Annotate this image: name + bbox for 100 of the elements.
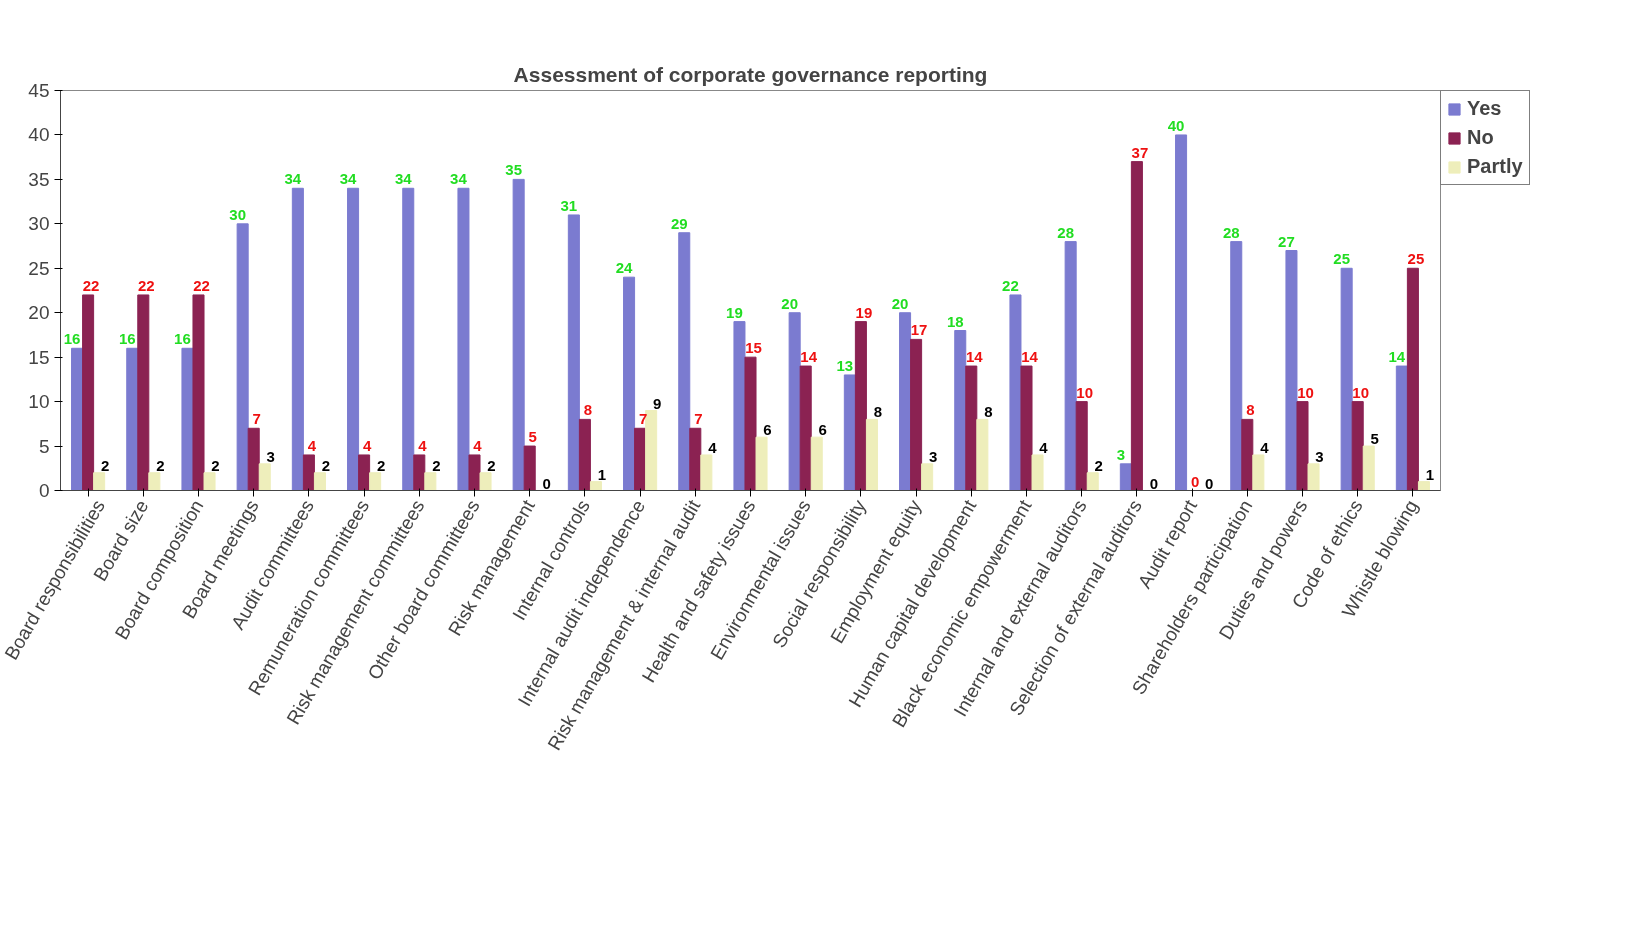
bar xyxy=(1230,241,1243,491)
bar xyxy=(1340,267,1353,491)
legend-label: Yes xyxy=(1467,97,1503,120)
bar xyxy=(523,445,536,491)
data-label: 1 xyxy=(597,465,607,483)
data-label: 10 xyxy=(1076,383,1094,401)
data-label: 14 xyxy=(965,348,984,366)
bar xyxy=(976,418,989,491)
y-tick-label: 25 xyxy=(28,257,50,279)
bar xyxy=(1307,463,1320,491)
bar xyxy=(1406,267,1419,491)
bar xyxy=(1351,401,1364,491)
bar xyxy=(1417,481,1430,491)
bar xyxy=(236,223,249,491)
data-label: 10 xyxy=(1297,383,1314,401)
data-label: 28 xyxy=(1057,223,1075,241)
data-label: 34 xyxy=(284,170,302,188)
data-label: 3 xyxy=(266,447,275,465)
data-label: 14 xyxy=(1388,348,1406,366)
bar xyxy=(899,312,912,491)
data-label: 8 xyxy=(984,403,993,421)
bar xyxy=(402,187,415,491)
bar xyxy=(1020,365,1033,491)
data-label: 30 xyxy=(229,205,247,223)
bar xyxy=(181,347,194,491)
data-label: 24 xyxy=(615,259,634,277)
data-label: 27 xyxy=(1278,232,1295,250)
bar xyxy=(1395,365,1408,491)
data-label: 3 xyxy=(1315,447,1324,465)
data-label: 2 xyxy=(487,456,496,474)
bar xyxy=(1009,294,1022,491)
data-label: 2 xyxy=(432,456,441,474)
data-label: 0 xyxy=(1204,474,1214,492)
data-label: 2 xyxy=(100,456,110,474)
data-label: 2 xyxy=(321,456,331,474)
bar xyxy=(799,365,812,491)
bar xyxy=(788,312,801,491)
bar xyxy=(700,454,713,491)
data-label: 5 xyxy=(1370,430,1379,448)
bar xyxy=(645,410,658,491)
data-label: 0 xyxy=(542,474,551,492)
data-label: 9 xyxy=(652,394,662,412)
data-label: 3 xyxy=(1116,445,1126,463)
data-label: 16 xyxy=(118,330,136,348)
data-label: 6 xyxy=(818,421,827,439)
data-label: 19 xyxy=(855,303,873,321)
data-label: 2 xyxy=(211,456,220,474)
data-label: 14 xyxy=(800,348,818,366)
data-label: 7 xyxy=(638,410,648,428)
bar xyxy=(865,418,878,491)
bar xyxy=(413,454,426,491)
bar xyxy=(843,374,856,491)
data-label: 34 xyxy=(339,170,358,188)
data-label: 2 xyxy=(1094,456,1103,474)
bar xyxy=(479,472,492,491)
bar xyxy=(744,356,757,491)
bar xyxy=(954,330,967,491)
bar xyxy=(634,427,647,491)
legend-label: Partly xyxy=(1467,155,1523,178)
data-label: 22 xyxy=(137,276,155,294)
y-tick-label: 20 xyxy=(28,302,50,324)
data-label: 3 xyxy=(928,447,938,465)
bar xyxy=(258,463,271,491)
bar xyxy=(623,276,636,491)
bar xyxy=(291,187,304,491)
data-label: 4 xyxy=(307,436,317,454)
y-tick-label: 10 xyxy=(28,391,50,413)
data-label: 2 xyxy=(376,456,386,474)
data-label: 16 xyxy=(174,330,191,348)
data-label: 25 xyxy=(1333,250,1351,268)
bar xyxy=(910,338,923,491)
data-label: 15 xyxy=(745,339,762,357)
data-label: 35 xyxy=(505,161,523,179)
data-label: 17 xyxy=(910,321,928,339)
data-label: 6 xyxy=(763,421,772,439)
bar xyxy=(1285,250,1298,491)
data-label: 20 xyxy=(781,294,799,312)
data-label: 34 xyxy=(394,170,413,188)
bar xyxy=(1175,134,1188,491)
data-label: 4 xyxy=(1039,438,1049,456)
bar xyxy=(302,454,315,491)
data-label: 34 xyxy=(450,170,468,188)
y-tick-label: 30 xyxy=(28,213,50,235)
bar xyxy=(468,454,481,491)
data-label: 25 xyxy=(1407,250,1425,268)
bar xyxy=(512,178,525,491)
bar xyxy=(424,472,437,491)
y-tick-label: 0 xyxy=(38,480,50,501)
bar xyxy=(347,187,360,491)
bar xyxy=(1241,418,1254,491)
bar xyxy=(358,454,371,491)
bar xyxy=(1119,463,1132,491)
bar xyxy=(755,436,768,491)
bar xyxy=(203,472,216,491)
data-label: 0 xyxy=(1149,474,1159,492)
data-label: 4 xyxy=(362,436,372,454)
bar xyxy=(689,427,702,491)
data-label: 1 xyxy=(1425,465,1435,483)
data-label: 14 xyxy=(1021,348,1039,366)
data-label: 4 xyxy=(708,438,718,456)
